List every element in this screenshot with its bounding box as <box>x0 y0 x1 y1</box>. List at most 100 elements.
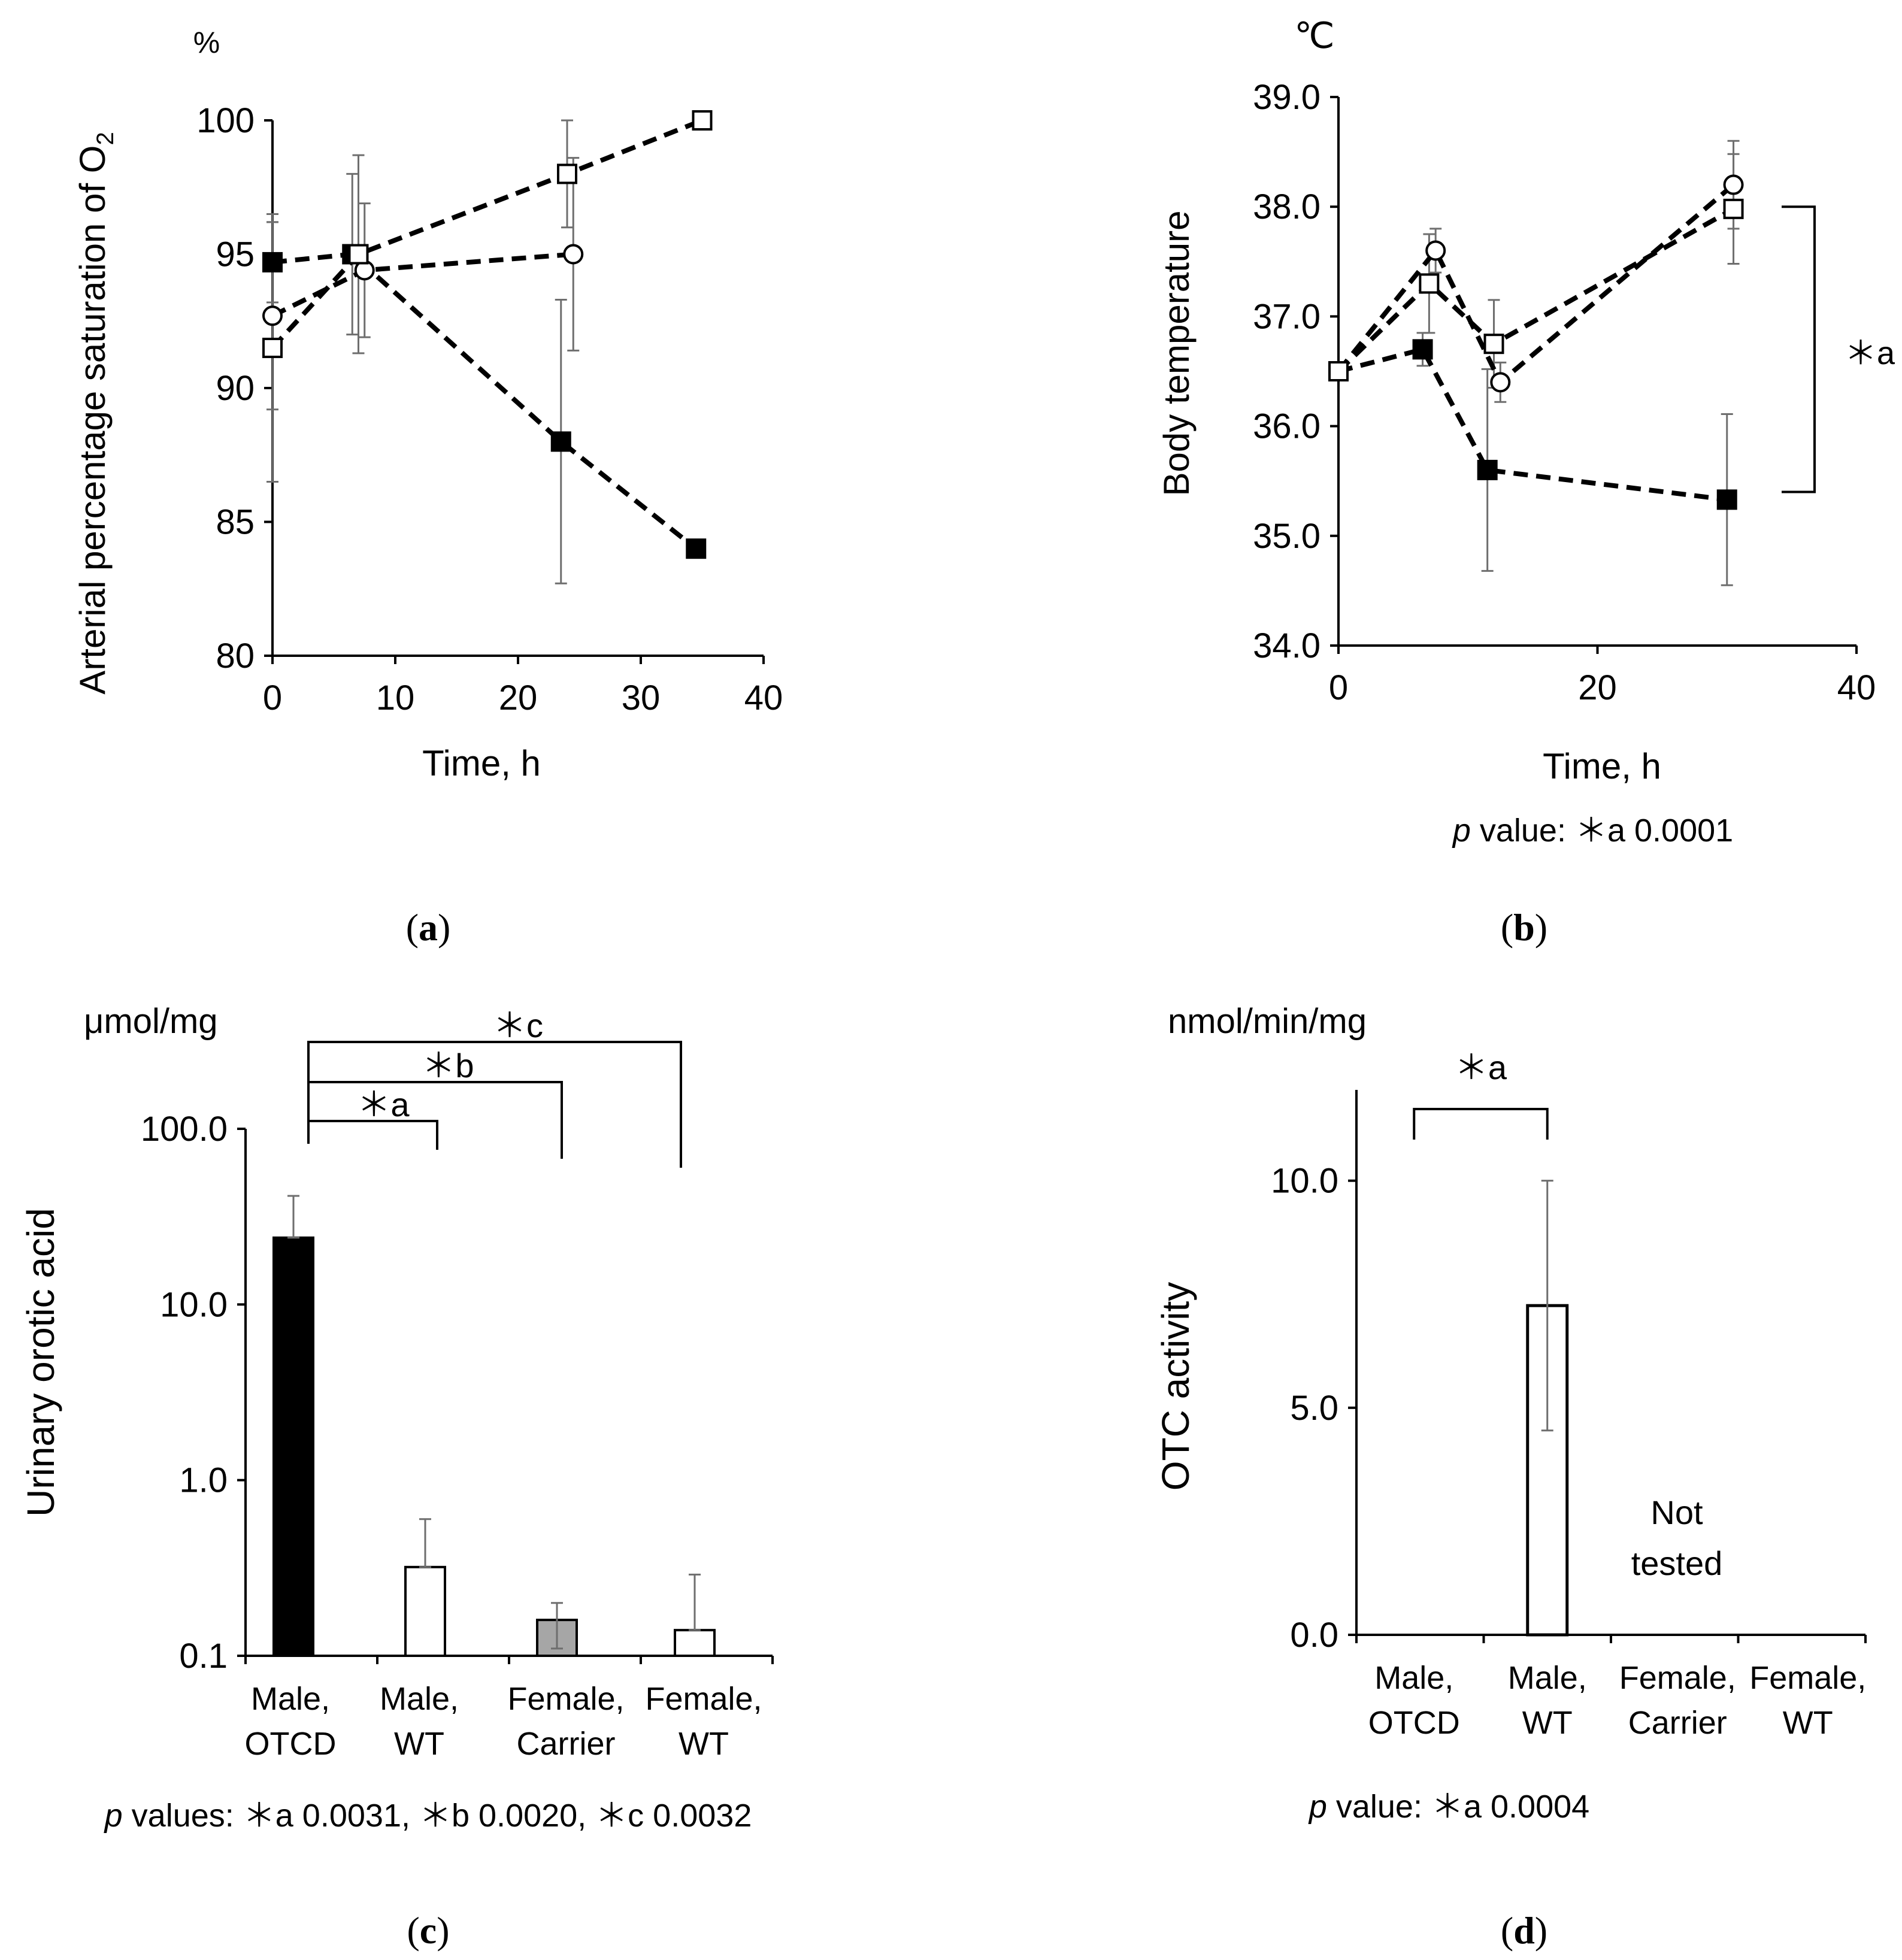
b-plot-open-circle-point <box>1425 240 1446 261</box>
a-plot-open-circle-point <box>262 305 283 326</box>
panel-c-x-tick-label: Carrier <box>516 1726 615 1762</box>
panel-a-unit: % <box>193 26 220 59</box>
caption-d: (d) <box>1501 1909 1547 1952</box>
panel-d-x-tick-label: OTCD <box>1368 1705 1460 1741</box>
panel-c-x-tick-label: Female, <box>507 1681 624 1717</box>
panel-c-y-tick-label: 10.0 <box>160 1285 228 1324</box>
b-plot-y-tick-label: 35.0 <box>1253 517 1321 556</box>
panel-c-y-tick-label: 1.0 <box>179 1461 228 1500</box>
panel-a-ylabel-group: Arterial percentage saturation of O2 <box>72 132 119 694</box>
panel-d-bracket-label: ＊a <box>1455 1049 1507 1086</box>
panel-c-bracket-2 <box>307 1041 682 1168</box>
b-plot-filled-square-point <box>1716 489 1737 510</box>
panel-d-not-tested-line1: Not <box>1650 1494 1703 1531</box>
panel-c-bracket-label-2: ＊c <box>493 1007 543 1044</box>
panel-b-ylabel: Body temperature <box>1156 211 1197 496</box>
panel-a-ylabel: Arterial percentage saturation of O2 <box>72 132 119 694</box>
b-plot-filled-square-point <box>1412 339 1433 360</box>
panel-d-y-tick-label: 0.0 <box>1290 1616 1338 1655</box>
a-plot-open-square-point <box>692 110 713 131</box>
a-plot-filled-square-point <box>550 431 571 452</box>
b-plot-y-tick-label: 37.0 <box>1253 297 1321 336</box>
b-plot-y-tick-label: 39.0 <box>1253 78 1321 117</box>
a-plot-open-square-point <box>262 337 283 358</box>
b-plot-series-filled-square <box>1337 346 1728 502</box>
a-plot-y-tick-label: 90 <box>216 369 255 408</box>
panel-c-x-tick-label: Male, <box>251 1681 330 1717</box>
panel-c-ylabel: Urinary orotic acid <box>19 1208 62 1517</box>
b-plot-y-tick-label: 34.0 <box>1253 626 1321 665</box>
a-plot-open-circle-point <box>563 244 584 265</box>
panel-d-x-tick-label: WT <box>1522 1705 1573 1741</box>
a-plot-open-square-point <box>557 163 577 184</box>
panel-c-x-tick-label: WT <box>679 1726 729 1762</box>
panel-b-significance: ＊a <box>1845 335 1895 371</box>
panel-c-bar-0 <box>272 1236 314 1657</box>
panel-d-x-tick-label: WT <box>1783 1705 1833 1741</box>
b-plot-y-tick-label: 36.0 <box>1253 407 1321 446</box>
b-plot-open-circle-point <box>1490 372 1511 393</box>
panel-a-xlabel: Time, h <box>422 743 541 783</box>
b-plot-series-open-square <box>1337 207 1735 373</box>
panel-c-bracket-label-1: ＊b <box>422 1047 474 1084</box>
panel-c-bracket-0 <box>307 1120 438 1150</box>
panel-c-plot-area: 0.1 1.0 10.0 100.0 Male, OTCD Male, WT Female, Ca… <box>141 1007 774 1762</box>
b-plot-open-square-point <box>1723 198 1744 219</box>
b-plot-open-square-point <box>1483 334 1504 355</box>
caption-c: (c) <box>407 1909 449 1952</box>
a-plot-x-tick-label: 0 <box>263 678 282 717</box>
a-plot-x-tick-label: 40 <box>744 678 783 717</box>
panel-c-y-tick-label: 100.0 <box>141 1110 228 1149</box>
panel-b-unit: ℃ <box>1294 16 1334 56</box>
b-plot-x-tick-label: 20 <box>1578 668 1617 707</box>
panel-b-bracket <box>1782 205 1816 493</box>
panel-d-plot-area: 0.0 5.0 10.0 Male, OTCD Male, WT Female, Carrier… <box>1271 1049 1867 1741</box>
a-plot-x-tick-label: 10 <box>376 678 415 717</box>
a-plot-x-tick-label: 20 <box>499 678 538 717</box>
a-plot-series-open-circle <box>271 252 574 318</box>
panel-b-pvalue: p value: ＊a 0.0001 <box>1452 813 1733 849</box>
panel-d-unit: nmol/min/mg <box>1168 1002 1367 1041</box>
panel-c-bracket-label-0: ＊a <box>357 1086 410 1123</box>
panel-b-ylabel-group: Body temperature <box>1156 211 1197 496</box>
panel-c-chart: μmol/mg Urinary orotic acid p values: ＊a… <box>19 1002 774 1834</box>
caption-a: (a) <box>406 906 451 949</box>
panel-d-bracket <box>1413 1108 1549 1140</box>
a-plot-x-tick-label: 30 <box>622 678 661 717</box>
a-plot-series-open-square <box>271 118 703 350</box>
panel-d-x-tick-label: Male, <box>1374 1660 1453 1696</box>
a-plot-y-tick-label: 80 <box>216 637 255 675</box>
b-plot-open-square-point <box>1328 361 1349 381</box>
panel-b-chart: ℃ Body temperature Time, h p value: ＊a 0… <box>1156 16 1895 849</box>
panel-c-y-tick-label: 0.1 <box>179 1637 228 1676</box>
panel-d-x-tick-label: Female, <box>1619 1660 1736 1696</box>
panel-c-x-tick-label: WT <box>394 1726 444 1762</box>
panel-c-bar-1 <box>404 1565 446 1658</box>
a-plot-y-tick-label: 85 <box>216 503 255 542</box>
panel-c-x-tick-label: Female, <box>645 1681 762 1717</box>
panel-a-chart: % Arterial percentage saturation of O2 T… <box>72 26 783 783</box>
a-plot-open-square-point <box>348 244 369 265</box>
panel-d-pvalue: p value: ＊a 0.0004 <box>1308 1789 1589 1825</box>
panel-d-ylabel: OTC activity <box>1154 1282 1197 1491</box>
b-plot-x-tick-label: 40 <box>1837 668 1876 707</box>
panel-d-chart: nmol/min/mg OTC activity Not tested p va… <box>1154 1002 1867 1825</box>
panel-b-plot-area: 34.0 35.0 36.0 37.0 38.0 39.0 0 20 40 <box>1253 78 1876 707</box>
panel-d-y-tick-label: 5.0 <box>1290 1389 1338 1428</box>
panel-c-x-tick-label: Male, <box>380 1681 459 1717</box>
a-plot-y-tick-label: 100 <box>196 101 255 140</box>
panel-c-bar-3 <box>674 1629 716 1657</box>
caption-b: (b) <box>1501 906 1547 949</box>
b-plot-open-square-point <box>1419 273 1440 294</box>
a-plot-y-tick-label: 95 <box>216 235 255 274</box>
panel-d-y-tick-label: 10.0 <box>1271 1162 1338 1201</box>
panel-b-xlabel: Time, h <box>1543 746 1661 786</box>
panel-c-unit: μmol/mg <box>84 1002 218 1041</box>
b-plot-x-tick-label: 0 <box>1329 668 1348 707</box>
panel-d-x-tick-label: Female, <box>1749 1660 1866 1696</box>
b-plot-filled-square-point <box>1477 459 1498 480</box>
b-plot-series-open-circle <box>1336 183 1736 386</box>
panel-d-x-tick-label: Male, <box>1508 1660 1587 1696</box>
panel-d-x-tick-label: Carrier <box>1628 1705 1727 1741</box>
